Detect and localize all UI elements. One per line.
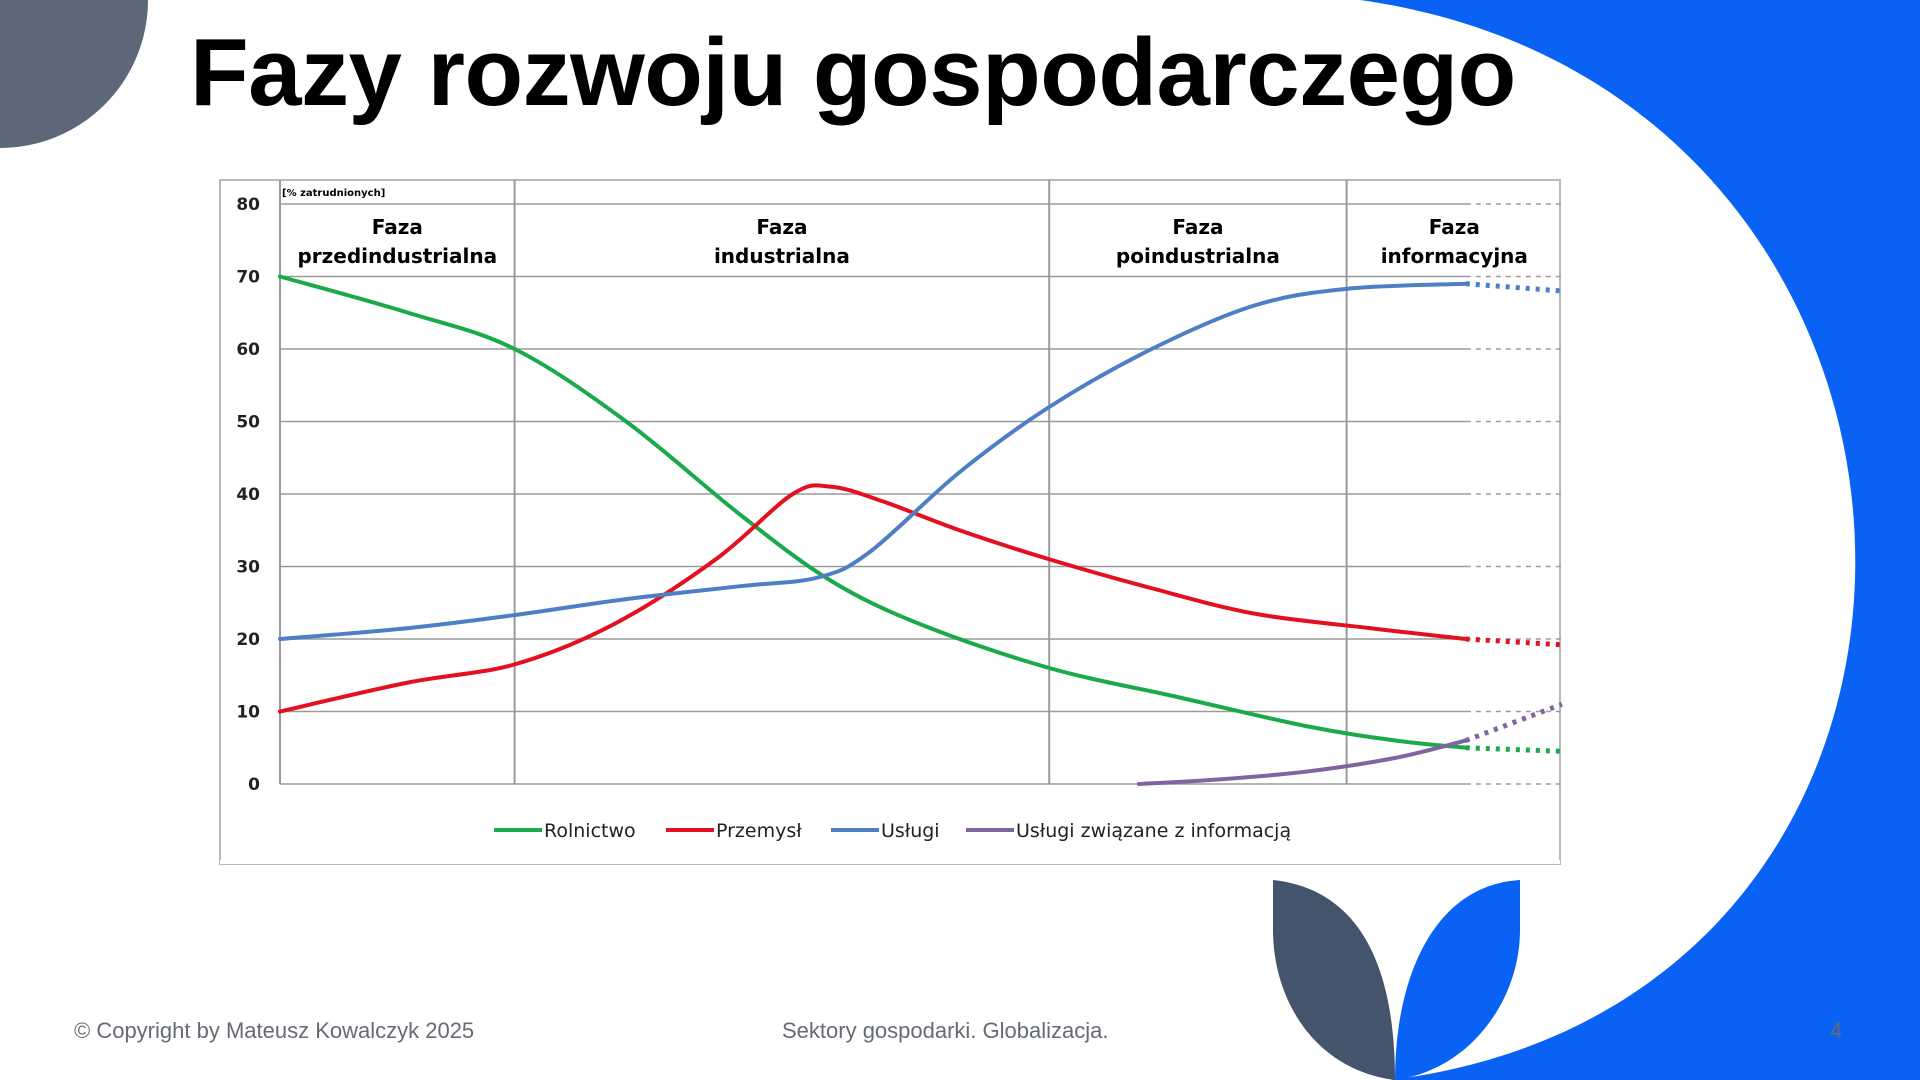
chart-container: 0 10 20 30 40 50 60 70 80 [% zatrudnionych] Faza pr… [218,178,1563,865]
phase-label-line2: industrialna [714,244,850,268]
phase-label-line2: informacyjna [1381,244,1528,268]
y-tick-label: 20 [236,630,260,650]
phase-label-line2: poindustrialna [1116,244,1280,268]
y-tick-label: 40 [236,485,260,505]
phase-label-line1: Faza [1429,215,1480,239]
series-line-2 [278,281,1468,641]
slide-title: Fazy rozwoju gospodarczego [190,19,1516,126]
page-number: 4 [1830,1018,1843,1043]
y-tick-label: 60 [236,340,260,360]
footer-subject: Sektory gospodarki. Globalizacja. [782,1018,1109,1043]
series-line-3 [1136,738,1468,786]
y-tick-label: 0 [248,775,260,795]
chart-frame [219,179,1561,865]
y-tick-label: 30 [236,558,260,578]
phase-label-line1: Faza [756,215,807,239]
series-line-0 [278,274,1468,750]
blue-crescent-shape [1360,0,1920,1080]
series-projection-2 [1465,281,1563,294]
phase-label-line1: Faza [372,215,423,239]
series-projection-1 [1465,636,1563,648]
y-tick-label: 50 [236,413,260,433]
legend-label: Przemysł [716,820,802,842]
series-projection-3 [1464,701,1563,743]
legend-label: Usługi [881,820,940,842]
series-line-1 [278,483,1468,714]
grey-corner-circle [0,0,148,148]
legend-label: Rolnictwo [544,820,636,842]
y-tick-label: 70 [236,268,260,288]
footer-copyright: © Copyright by Mateusz Kowalczyk 2025 [74,1018,475,1043]
series-projection-0 [1465,745,1563,754]
y-tick-label: 80 [236,195,260,215]
y-unit-label: [% zatrudnionych] [282,188,385,199]
phase-label-line2: przedindustrialna [297,244,497,268]
blue-leaf-shape [1395,880,1520,1080]
chart: 0 10 20 30 40 50 60 70 80 [% zatrudnionych] Faza pr… [219,179,1563,865]
legend-label: Usługi związane z informacją [1016,820,1291,842]
y-tick-label: 10 [236,703,260,723]
phase-label-line1: Faza [1172,215,1223,239]
slate-leaf-shape [1273,880,1395,1080]
